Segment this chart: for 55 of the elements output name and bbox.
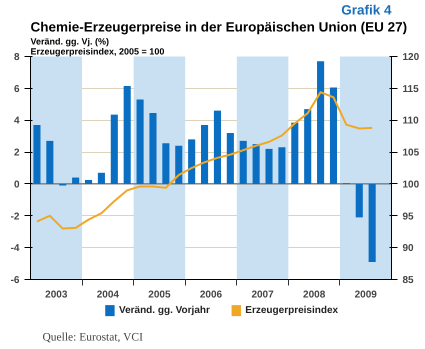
bar	[46, 140, 54, 184]
y2-tick-label: 95	[402, 211, 414, 222]
x-tick-label: 2003	[45, 290, 68, 300]
bar	[317, 61, 324, 184]
bar	[278, 147, 286, 184]
y2-tick-label: 110	[402, 116, 420, 127]
bar	[175, 146, 182, 184]
bar	[252, 144, 260, 184]
y2-tick-label: 85	[402, 275, 414, 286]
y-tick-label: 6	[14, 84, 20, 95]
text: Grafik 4	[341, 2, 392, 18]
line-series	[36, 91, 374, 230]
bar	[201, 124, 208, 184]
y-tick-label: -2	[10, 211, 20, 222]
bar	[33, 124, 40, 184]
x-tick-label: 2009	[354, 290, 378, 300]
y-tick-label: 0	[14, 179, 20, 190]
bar	[265, 148, 273, 184]
bar	[226, 132, 234, 184]
y-tick-label: 8	[14, 52, 20, 63]
y2-tick-label: 120	[402, 52, 420, 63]
source-note: Quelle: Eurostat, VCI	[42, 332, 144, 344]
bar	[124, 86, 131, 184]
bar	[330, 88, 338, 184]
bar	[98, 172, 105, 184]
bar	[304, 109, 312, 184]
bar	[162, 143, 170, 184]
bar	[368, 184, 376, 262]
bar	[214, 110, 221, 184]
y-tick-label: -6	[10, 275, 20, 286]
y2-tick-label: 100	[402, 179, 420, 190]
y-tick-label: -4	[10, 243, 20, 254]
bar	[356, 184, 363, 218]
bar	[72, 178, 80, 184]
bar	[240, 140, 247, 184]
x-tick-label: 2007	[251, 290, 274, 300]
legend-label: Erzeugerpreisindex	[245, 305, 339, 316]
x-tick-label: 2005	[148, 290, 171, 300]
bar	[291, 122, 298, 184]
bar	[110, 114, 118, 184]
bar	[149, 113, 157, 184]
y-tick-label: 4	[14, 116, 20, 127]
y2-tick-label: 115	[402, 84, 420, 95]
bar	[188, 139, 196, 184]
legend-label: Veränd. gg. Vorjahr	[118, 305, 210, 316]
bar	[84, 180, 92, 184]
y2-tick-label: 90	[402, 243, 414, 254]
x-tick-label: 2006	[200, 290, 223, 300]
x-tick-label: 2004	[96, 290, 120, 300]
y-tick-label: 2	[14, 148, 20, 159]
bar	[136, 100, 144, 184]
y2-tick-label: 105	[402, 148, 420, 159]
x-tick-label: 2008	[303, 290, 326, 300]
chart-title: Chemie-Erzeugerpreise in der Europäischen Union (EU 27)	[30, 20, 408, 34]
chart-subtitle: Veränd. gg. Vj. (%) Erzeugerpreisindex, 2005 = 100	[30, 36, 164, 56]
